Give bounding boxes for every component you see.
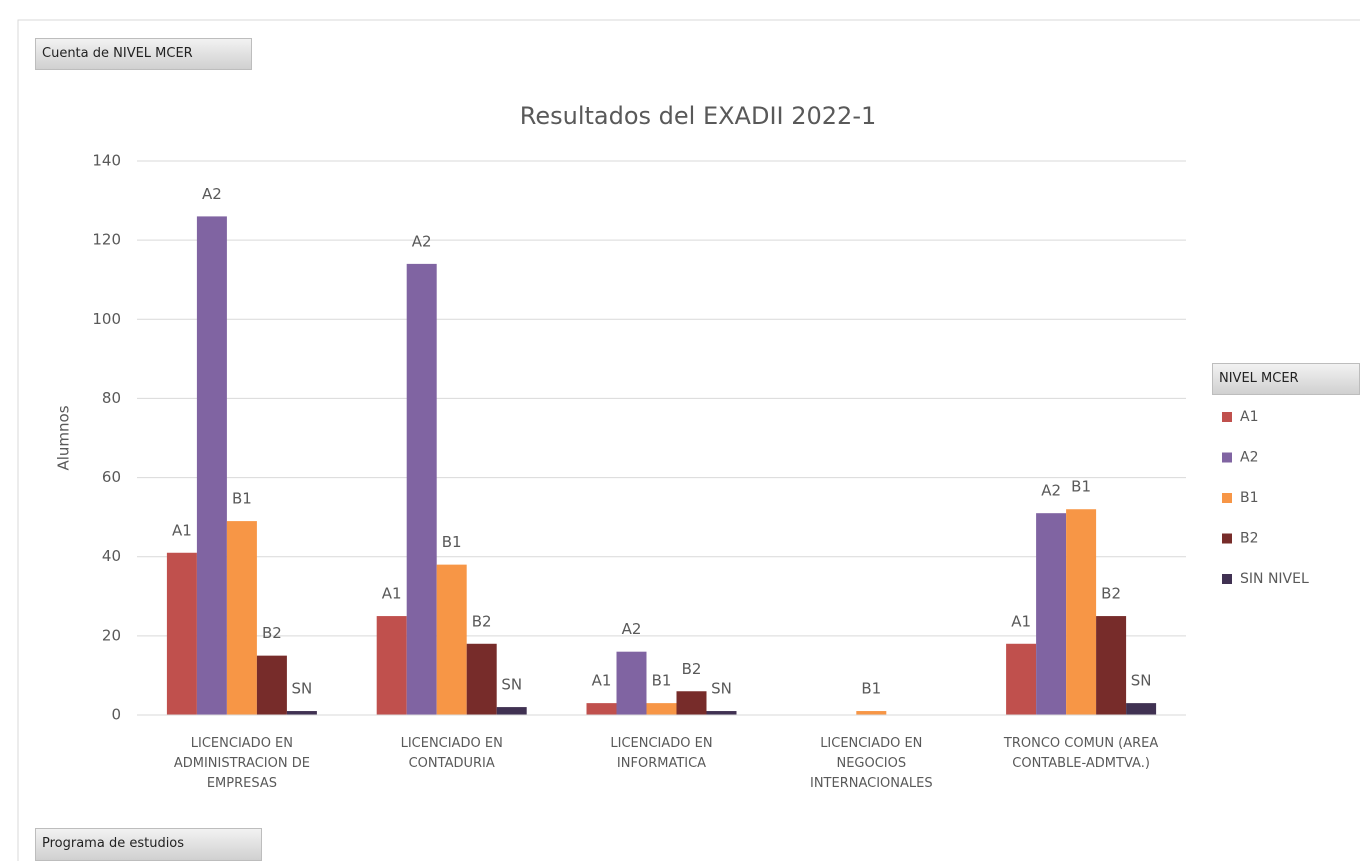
data-label: SN (711, 680, 732, 698)
bar (586, 703, 617, 715)
data-label: A2 (622, 620, 642, 638)
data-label: B1 (861, 680, 881, 698)
x-tick-label: LICENCIADO EN NEGOCIOS INTERNACIONALES (809, 736, 933, 791)
data-label: A1 (172, 521, 192, 539)
legend-label: B1 (1240, 490, 1259, 506)
bar (196, 216, 227, 715)
x-tick-label: TRONCO COMUN (AREA CONTABLE-ADMTVA.) (1003, 736, 1159, 771)
x-tick-label: LICENCIADO EN INFORMATICA (610, 736, 713, 771)
y-tick-label: 60 (102, 468, 121, 486)
data-label: A1 (592, 672, 612, 690)
legend-swatch (1222, 533, 1232, 544)
data-label: B2 (472, 612, 492, 630)
data-label: B1 (442, 533, 462, 551)
data-label: B2 (262, 624, 282, 642)
chart-area (17, 19, 1360, 861)
data-label: SN (292, 680, 313, 698)
data-label: A2 (202, 185, 222, 203)
data-label: B1 (232, 490, 252, 508)
data-label: A1 (382, 585, 402, 603)
bar (616, 651, 647, 715)
legend-label: A1 (1240, 409, 1258, 425)
data-label: A2 (1041, 482, 1061, 500)
field-button[interactable]: Cuenta de NIVEL MCER (35, 38, 252, 70)
y-tick-label: 40 (102, 547, 121, 565)
y-tick-label: 120 (92, 231, 121, 249)
bar (856, 711, 887, 715)
legend-label: A2 (1240, 450, 1258, 466)
chart-title: Resultados del EXADII 2022-1 (520, 102, 877, 130)
data-label: B1 (652, 672, 672, 690)
bar (466, 643, 497, 715)
bar (256, 655, 287, 715)
bar (376, 616, 407, 715)
bar (676, 691, 707, 715)
y-tick-label: 0 (111, 706, 121, 724)
legend-swatch (1222, 452, 1232, 463)
y-axis-title: Alumnos (55, 405, 73, 470)
legend-label: SIN NIVEL (1240, 571, 1309, 587)
legend-swatch (1222, 412, 1232, 422)
x-tick-label: LICENCIADO EN ADMINISTRACION DE EMPRESAS (173, 736, 310, 791)
bar (166, 552, 197, 715)
data-label: A2 (412, 232, 432, 250)
bar (1096, 616, 1127, 715)
bar (226, 521, 257, 715)
bar (706, 711, 737, 715)
data-label: SN (501, 676, 522, 694)
bar (1036, 513, 1067, 715)
bar (286, 711, 317, 715)
bar (436, 564, 467, 715)
data-label: A1 (1011, 612, 1031, 630)
legend-title-button[interactable]: NIVEL MCER (1212, 363, 1360, 395)
legend-swatch (1222, 574, 1232, 584)
bar (646, 703, 677, 715)
data-label: B1 (1071, 478, 1091, 496)
bar (1006, 643, 1037, 715)
legend-swatch (1222, 493, 1232, 503)
axis-field-button[interactable]: Programa de estudios (35, 828, 262, 861)
y-tick-label: 80 (102, 389, 121, 407)
x-tick-label: LICENCIADO EN CONTADURIA (400, 736, 503, 771)
bar (406, 263, 437, 715)
bar (496, 707, 527, 715)
data-label: B2 (682, 660, 702, 678)
bar (1126, 703, 1157, 715)
y-tick-label: 20 (102, 626, 121, 644)
data-label: SN (1131, 672, 1152, 690)
y-tick-label: 140 (92, 152, 121, 170)
bar (1066, 509, 1097, 715)
legend-label: B2 (1240, 531, 1259, 547)
data-label: B2 (1101, 585, 1121, 603)
y-tick-label: 100 (92, 310, 121, 328)
